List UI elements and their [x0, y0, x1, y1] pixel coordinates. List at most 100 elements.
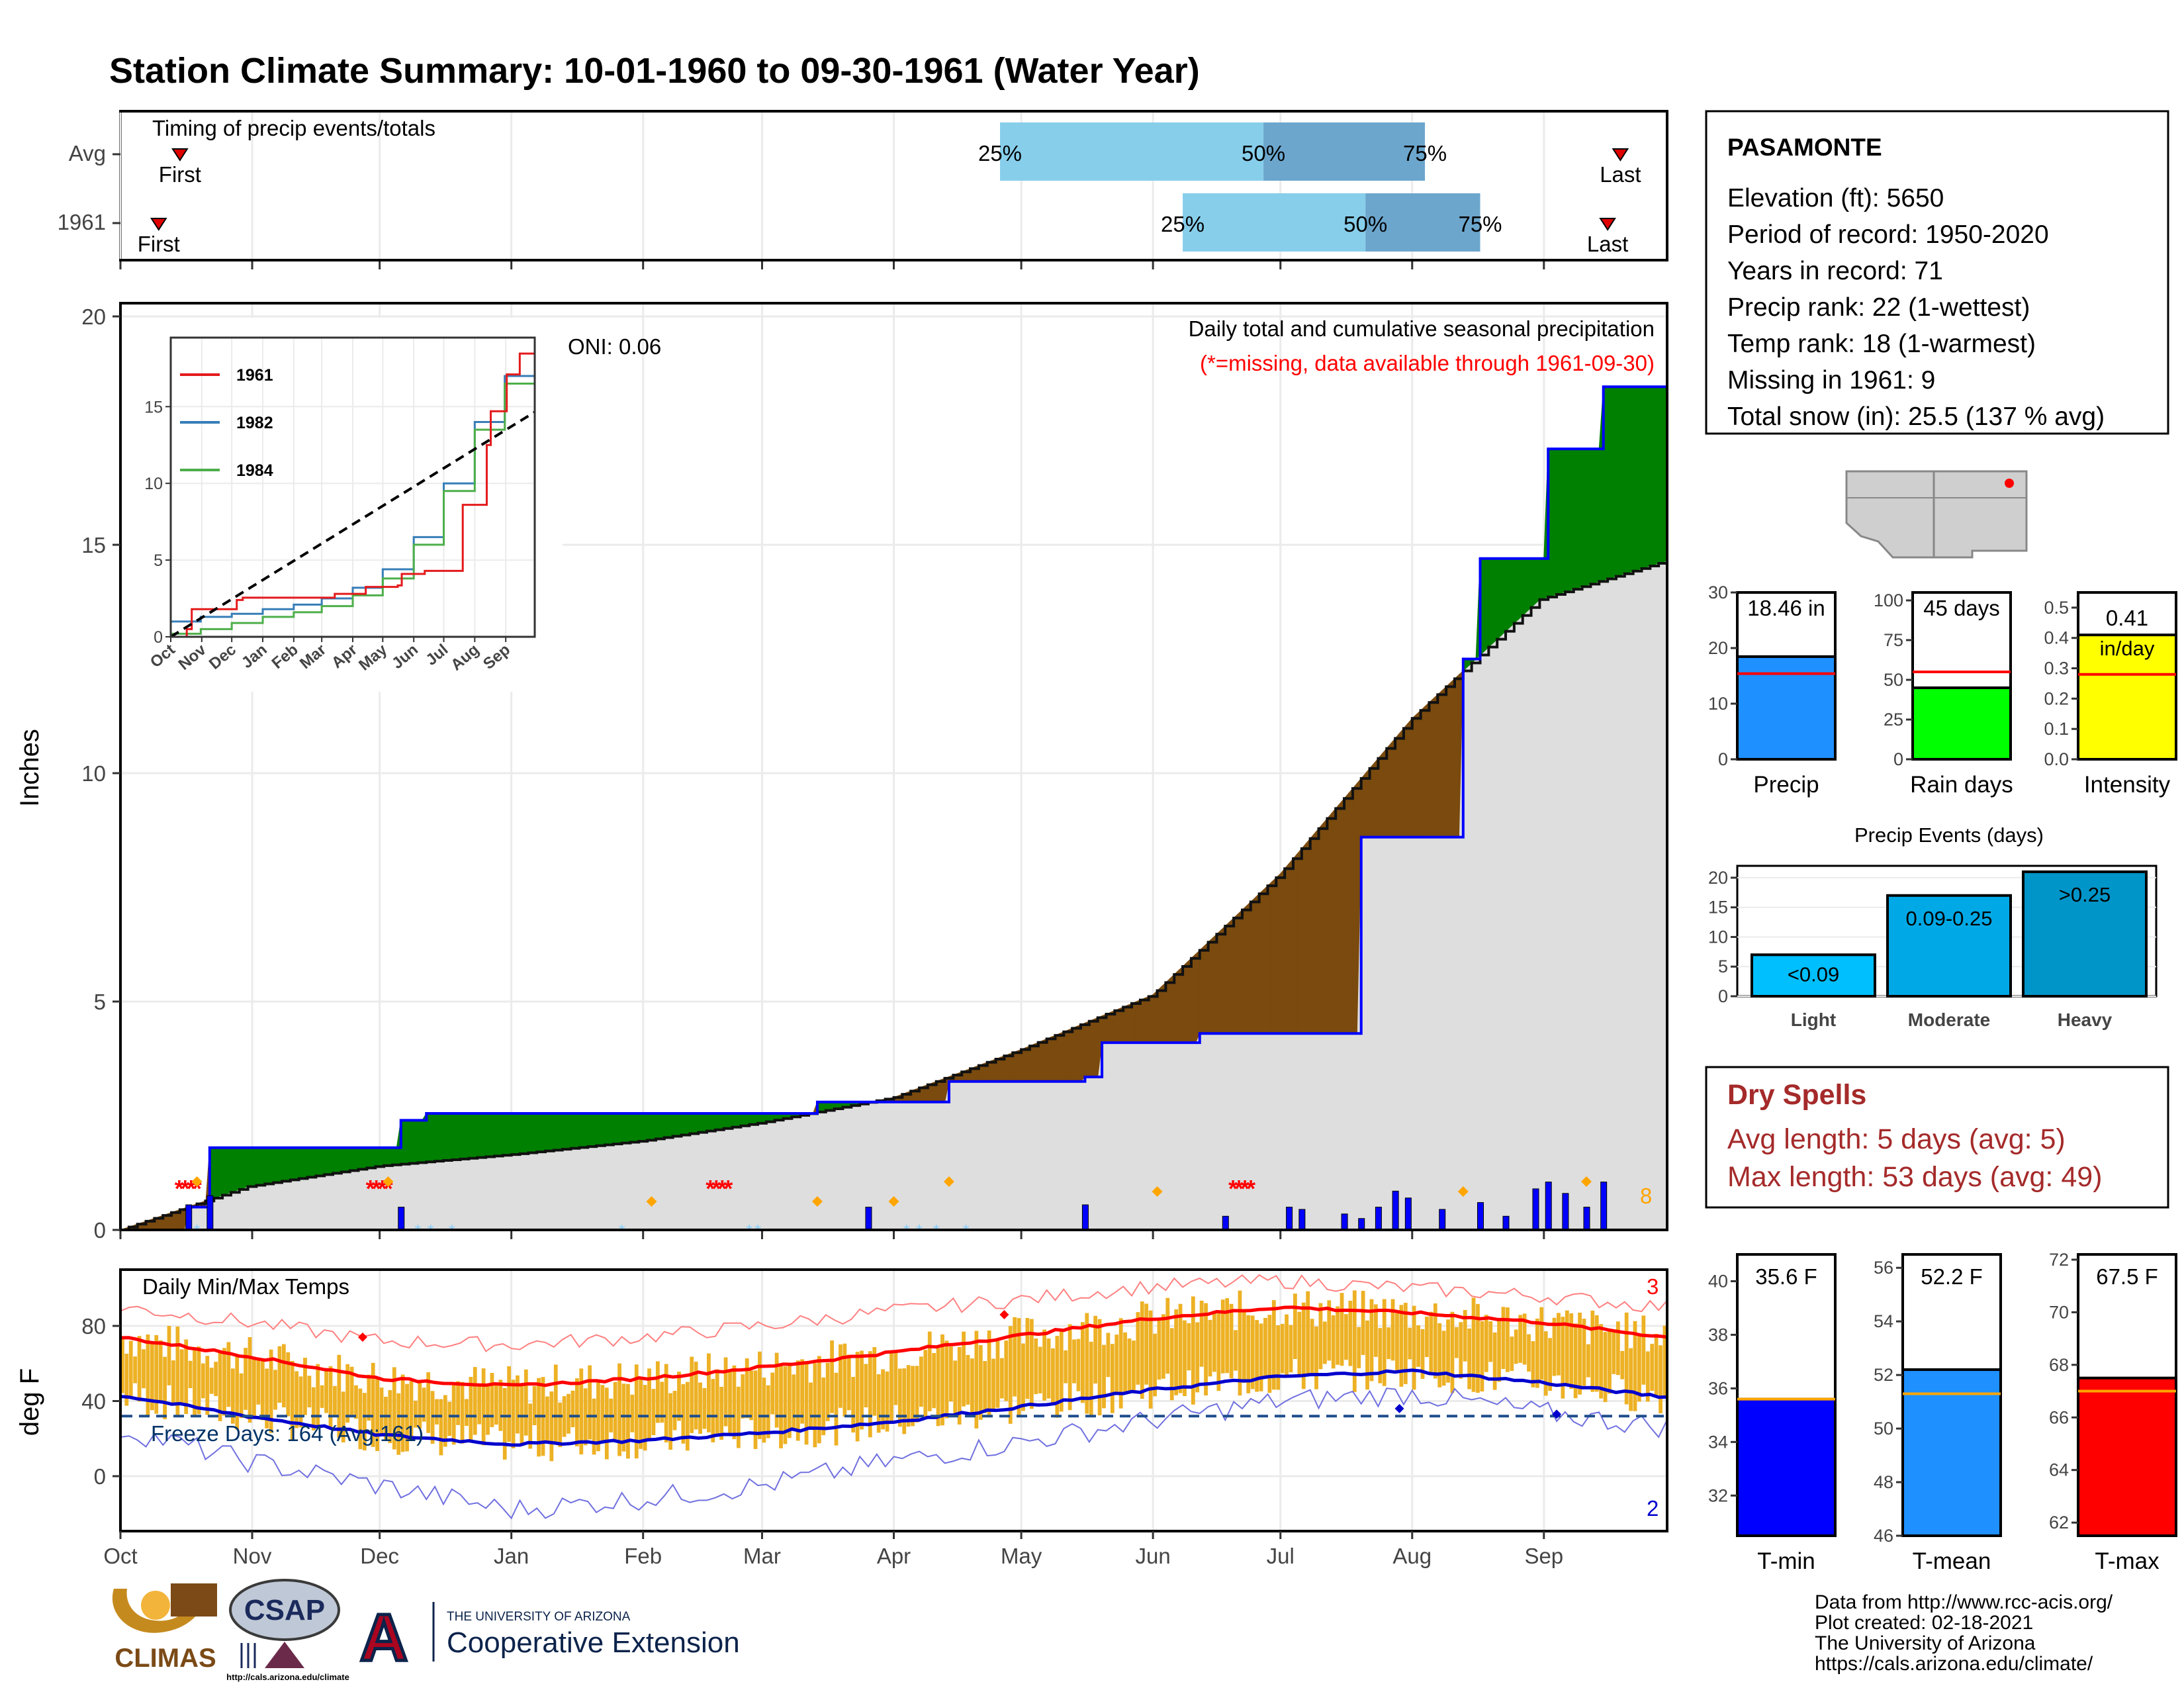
temp-stat-value-label: 35.6 F — [1755, 1264, 1817, 1289]
above-average-fill — [1628, 386, 1634, 573]
daily-temp-range-bar — [1382, 1299, 1387, 1386]
temp-stat-value-label: 67.5 F — [2096, 1264, 2158, 1289]
daily-temp-range-bar — [728, 1369, 732, 1434]
below-average-fill — [1042, 1038, 1048, 1082]
daily-temp-range-bar — [617, 1363, 621, 1456]
daily-temp-range-bar — [345, 1364, 350, 1423]
daily-temp-range-bar — [456, 1381, 460, 1425]
above-average-fill — [532, 1113, 537, 1153]
daily-temp-range-bar — [426, 1372, 431, 1433]
missing-day-marker: * — [705, 1175, 715, 1202]
above-average-fill — [230, 1147, 236, 1193]
events-category-label: Light — [1791, 1009, 1836, 1030]
below-average-fill — [1263, 884, 1268, 1034]
above-average-fill — [498, 1113, 504, 1156]
mini-bar-tick-label: 25 — [1884, 710, 1903, 729]
daily-temp-range-bar — [1132, 1340, 1136, 1390]
daily-temp-range-bar — [337, 1354, 341, 1438]
daily-temp-range-bar — [197, 1346, 201, 1415]
below-average-fill — [1399, 727, 1404, 838]
record-low-marker — [1552, 1409, 1562, 1419]
daily-temp-range-bar — [367, 1374, 371, 1421]
above-average-fill — [1569, 448, 1574, 591]
daily-precip-bar — [865, 1207, 872, 1231]
daily-temp-range-bar — [1089, 1341, 1093, 1417]
below-average-fill — [1118, 1006, 1124, 1043]
daily-temp-range-bar — [1004, 1340, 1009, 1401]
events-bar-moderate — [1886, 894, 2012, 998]
daily-temp-range-bar — [1429, 1311, 1433, 1372]
above-average-fill — [664, 1113, 669, 1139]
daily-temp-range-bar — [371, 1362, 375, 1447]
below-average-fill — [1428, 698, 1434, 838]
daily-temp-range-bar — [876, 1374, 881, 1433]
above-average-fill — [404, 1119, 410, 1164]
missing-day-marker: * — [181, 1175, 190, 1202]
daily-temp-range-bar — [1140, 1301, 1144, 1399]
below-average-fill — [1068, 1027, 1073, 1082]
above-average-fill — [439, 1113, 444, 1162]
daily-temp-range-bar — [796, 1360, 800, 1441]
daily-temp-range-bar — [1225, 1298, 1230, 1374]
inset-average-line — [169, 410, 536, 638]
events-bar-label: >0.25 — [2059, 883, 2111, 906]
daily-temp-range-bar — [1654, 1333, 1659, 1397]
daily-precip-bar — [398, 1207, 405, 1231]
below-average-fill — [1390, 737, 1396, 838]
station-frame — [1705, 110, 2169, 435]
month-axis: Oct Nov Dec Jan Feb Mar Apr May Jun Jul Aug Sep — [103, 261, 1563, 1568]
daily-temp-range-bar — [1148, 1310, 1153, 1409]
daily-temp-range-bar — [962, 1331, 966, 1407]
below-average-fill — [1433, 694, 1438, 838]
above-average-fill — [651, 1113, 657, 1141]
daily-temp-range-bar — [494, 1383, 498, 1425]
daily-temp-range-bar — [295, 1371, 299, 1429]
daily-temp-range-bar — [1441, 1331, 1446, 1386]
mini-bar-label: Intensity — [2084, 772, 2171, 798]
daily-temp-range-bar — [1080, 1322, 1085, 1403]
missing-day-marker: * — [1246, 1175, 1255, 1202]
above-average-fill — [1619, 386, 1625, 576]
daily-temp-range-bar — [944, 1340, 949, 1419]
below-average-fill — [1203, 941, 1209, 1034]
below-average-fill — [1127, 1003, 1132, 1043]
daily-temp-range-bar — [1620, 1350, 1625, 1380]
daily-temp-range-bar — [1097, 1319, 1102, 1416]
below-average-fill — [1140, 998, 1145, 1043]
timing-title: Timing of precip events/totals — [152, 116, 435, 140]
daily-temp-range-bar — [1497, 1318, 1501, 1382]
above-average-fill — [213, 1147, 219, 1199]
daily-temp-range-bar — [379, 1387, 384, 1436]
daily-temp-range-bar — [290, 1360, 295, 1440]
above-average-fill — [494, 1113, 499, 1156]
daily-temp-range-bar — [1416, 1325, 1420, 1367]
daily-temp-range-bar — [1174, 1309, 1179, 1395]
month-label: Feb — [624, 1544, 662, 1568]
daily-temp-range-bar — [1463, 1309, 1467, 1362]
daily-temp-range-bar — [1514, 1329, 1518, 1364]
daily-temp-range-bar — [779, 1363, 783, 1448]
mini-bar-tick-label: 0.1 — [2044, 719, 2069, 739]
above-average-fill — [587, 1113, 593, 1147]
inset-lines — [169, 338, 536, 638]
month-label: Mar — [743, 1544, 781, 1568]
temp-stat-tick-label: 46 — [1874, 1526, 1893, 1546]
daily-temp-range-bar — [1548, 1338, 1553, 1391]
daily-temp-range-bar — [1178, 1303, 1183, 1393]
daily-temp-range-bar — [435, 1399, 439, 1425]
below-average-fill — [1033, 1042, 1039, 1082]
below-average-fill — [1089, 1019, 1094, 1078]
below-average-fill — [1195, 949, 1201, 1043]
above-average-fill — [473, 1113, 478, 1158]
event-marker — [1152, 1186, 1163, 1197]
event-marker — [943, 1176, 954, 1187]
above-average-fill — [336, 1147, 342, 1174]
daily-temp-range-bar — [179, 1349, 184, 1403]
above-average-fill — [281, 1147, 287, 1182]
timing-label-avg-q75: 75% — [1403, 141, 1447, 165]
daily-temp-range-bar — [362, 1393, 367, 1451]
timing-bar-avg-q25-q50 — [1000, 122, 1264, 181]
below-average-fill — [1063, 1029, 1069, 1082]
